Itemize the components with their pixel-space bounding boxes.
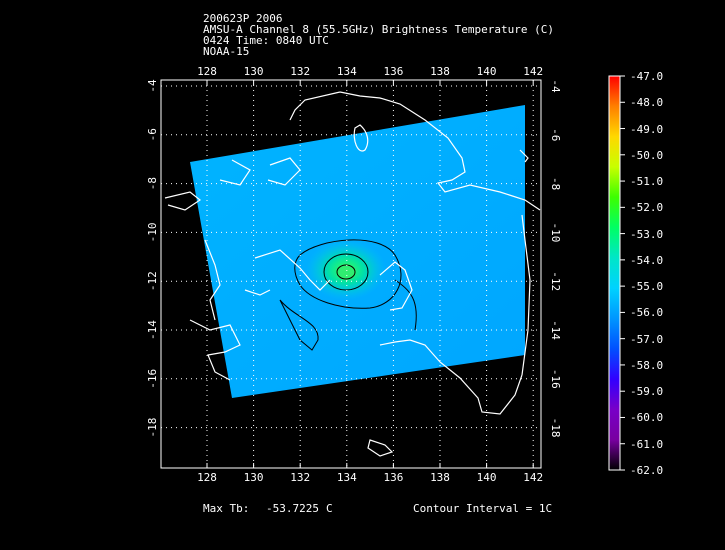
- lat-label-right: -14: [549, 320, 562, 340]
- colorbar-label: -58.0: [630, 358, 664, 372]
- header-line-3: 0424 Time: 0840 UTC: [203, 34, 329, 47]
- colorbar-label: -48.0: [630, 96, 664, 110]
- lon-label-top: 138: [430, 65, 450, 78]
- contour-interval: Contour Interval = 1C: [413, 502, 553, 515]
- lon-label-bottom: 132: [290, 471, 310, 484]
- colorbar-gradient: [608, 75, 621, 471]
- lat-label-left: -8: [146, 177, 159, 190]
- lat-lon-grid: [161, 80, 541, 468]
- colorbar-label: -54.0: [630, 253, 664, 267]
- colorbar-label: -49.0: [630, 122, 664, 136]
- lat-label-right: -18: [549, 418, 562, 438]
- lat-label-left: -18: [146, 418, 159, 438]
- lon-label-bottom: 142: [523, 471, 543, 484]
- header-line-1: 200623P 2006: [203, 12, 283, 25]
- colorbar-label: -61.0: [630, 437, 664, 451]
- colorbar-label: -51.0: [630, 175, 664, 189]
- lat-label-left: -14: [146, 320, 159, 340]
- lon-label-top: 132: [290, 65, 310, 78]
- colorbar-label: -62.0: [630, 464, 664, 477]
- lat-label-left: -10: [146, 222, 159, 242]
- colorbar-label: -47.0: [630, 70, 664, 83]
- max-tb-unit: C: [326, 502, 333, 515]
- lon-label-top: 140: [477, 65, 497, 78]
- lat-label-right: -8: [549, 177, 562, 190]
- lat-label-right: -10: [549, 222, 562, 242]
- lon-label-bottom: 136: [383, 471, 403, 484]
- header-line-4: NOAA-15: [203, 45, 250, 58]
- lat-label-left: -6: [146, 128, 159, 141]
- colorbar-label: -53.0: [630, 227, 664, 241]
- colorbar-label: -60.0: [630, 411, 664, 425]
- max-tb-label: Max Tb:: [203, 502, 250, 515]
- map-frame: [160, 79, 542, 469]
- lat-label-right: -12: [549, 271, 562, 291]
- lon-label-bottom: 130: [244, 471, 264, 484]
- lon-label-top: 130: [244, 65, 264, 78]
- lon-label-top: 142: [523, 65, 543, 78]
- colorbar-label: -50.0: [630, 148, 664, 162]
- colorbar-label: -57.0: [630, 332, 664, 346]
- contour-lines: [279, 239, 417, 351]
- lat-label-right: -4: [549, 79, 562, 93]
- lon-label-top: 136: [383, 65, 403, 78]
- lon-label-bottom: 138: [430, 471, 450, 484]
- colorbar-label: -55.0: [630, 280, 664, 294]
- colorbar-label: -59.0: [630, 385, 664, 399]
- lat-label-right: -6: [549, 128, 562, 141]
- lon-label-bottom: 128: [197, 471, 217, 484]
- colorbar-label: -52.0: [630, 201, 664, 215]
- max-tb-value: -53.7225: [266, 502, 319, 515]
- colorbar-label: -56.0: [630, 306, 664, 320]
- coastlines: [164, 91, 541, 457]
- colorbar: [608, 75, 625, 471]
- lon-label-bottom: 140: [477, 471, 497, 484]
- warm-core-center: [336, 264, 356, 280]
- lon-label-bottom: 134: [337, 471, 357, 484]
- axis-tick-labels: 128 128 130 130 132 132 134 134 136 136 138 138 140 1…: [146, 65, 562, 484]
- lat-label-left: -12: [146, 271, 159, 291]
- header-line-2: AMSU-A Channel 8 (55.5GHz) Brightness Te…: [203, 23, 554, 36]
- lat-label-left: -16: [146, 369, 159, 389]
- lon-label-top: 128: [197, 65, 217, 78]
- lat-label-right: -16: [549, 369, 562, 389]
- lon-label-top: 134: [337, 65, 357, 78]
- lat-label-left: -4: [146, 79, 159, 93]
